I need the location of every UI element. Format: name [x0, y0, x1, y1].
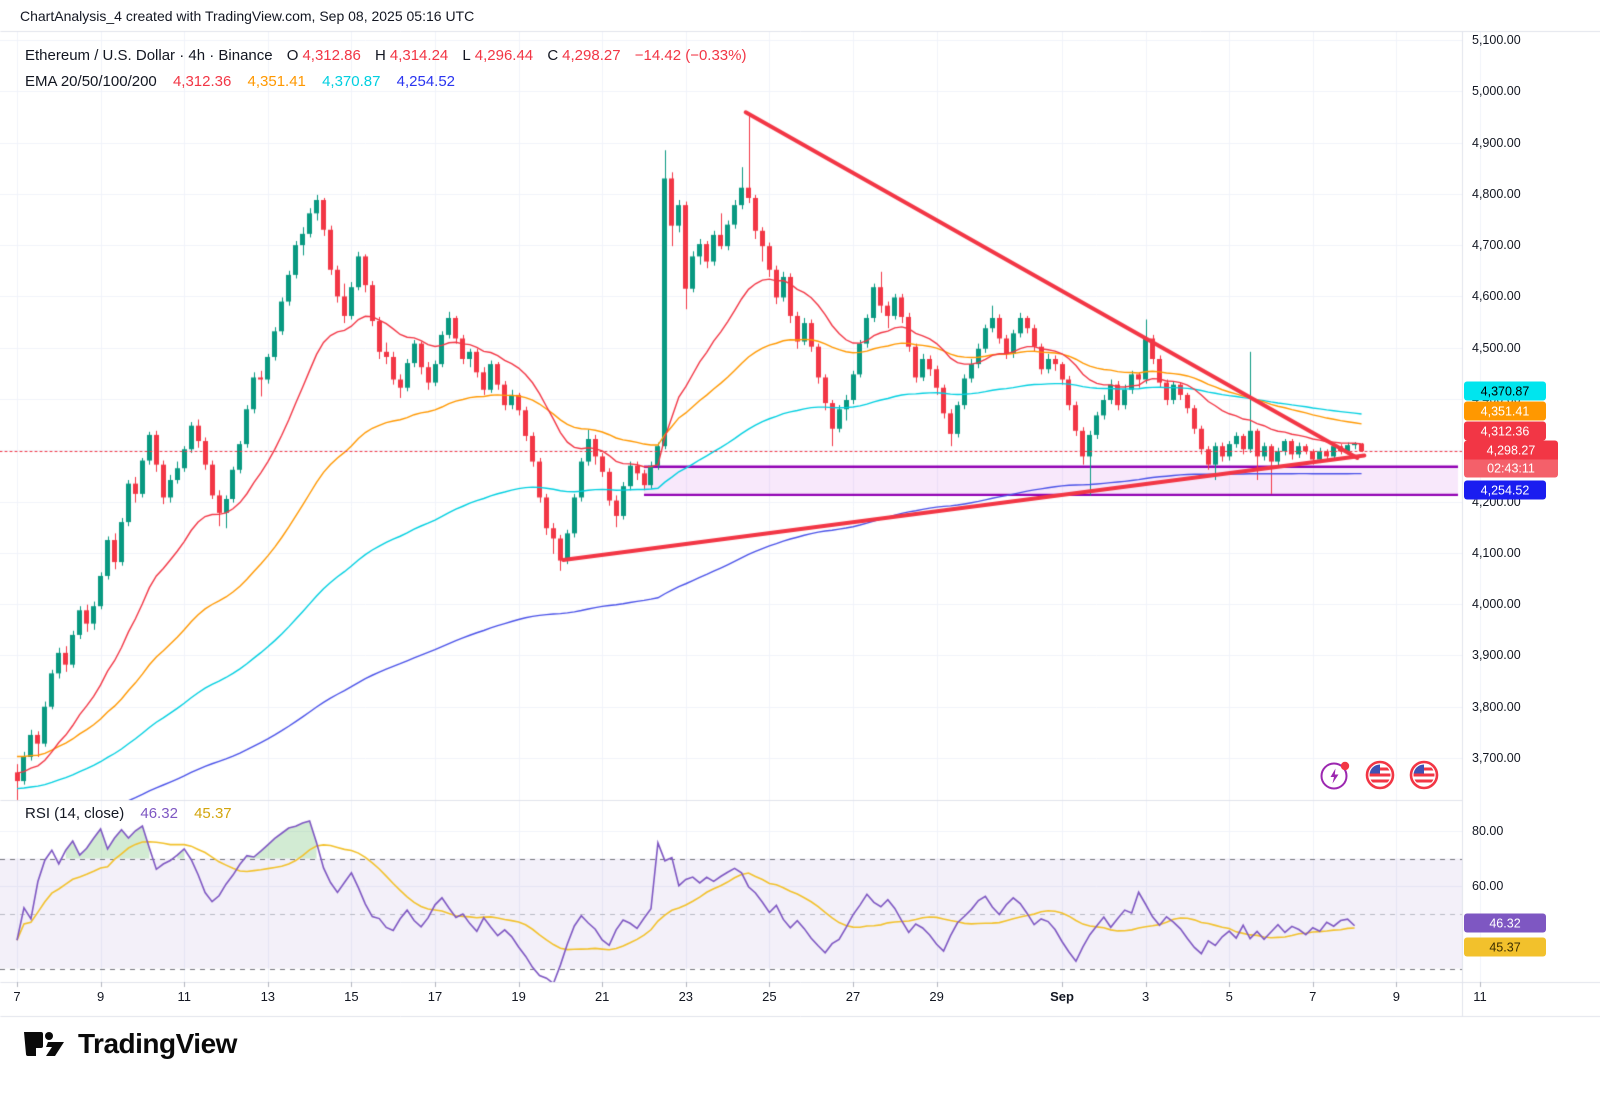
rsi-value: 46.32	[140, 805, 178, 822]
us-flag-event-icon[interactable]	[1364, 759, 1396, 791]
change-value: −14.42 (−0.33%)	[634, 47, 747, 64]
price-axis-label: 4,800.00	[1472, 186, 1521, 201]
price-axis-label: 5,100.00	[1472, 33, 1521, 47]
time-axis-label: 27	[845, 989, 861, 1004]
chart-title-bar: ChartAnalysis_4 created with TradingView…	[20, 8, 474, 24]
high-label: H	[375, 47, 386, 64]
rsi-ma-value-chip: 45.37	[1464, 937, 1546, 957]
time-axis-label: 29	[929, 989, 944, 1004]
open-value: 4,312.86	[302, 47, 361, 64]
time-axis-label: 21	[594, 989, 610, 1004]
low-value: 4,296.44	[474, 47, 534, 64]
price-axis-label: 5,000.00	[1472, 84, 1521, 99]
ema-legend-label[interactable]: EMA 20/50/100/200	[25, 73, 157, 90]
open-label: O	[286, 47, 299, 64]
flash-indicator-icon[interactable]	[1318, 758, 1352, 792]
rsi-ma-value: 45.37	[194, 805, 232, 822]
last-price-chip: 4,298.27 02:43:11	[1464, 440, 1558, 478]
time-axis-label: 9	[1392, 989, 1401, 1004]
time-axis-label: 9	[96, 989, 105, 1004]
rsi-axis-label: 60.00	[1472, 879, 1504, 893]
pane-status-icons[interactable]	[1318, 758, 1440, 792]
price-axis-label: 4,500.00	[1472, 340, 1521, 355]
time-axis-label: 15	[344, 989, 359, 1004]
time-axis-label: Sep	[1050, 989, 1074, 1004]
ema200-value: 4,254.52	[396, 73, 456, 90]
ema100-price-chip: 4,370.87	[1464, 381, 1546, 401]
rsi-legend-label[interactable]: RSI (14, close)	[25, 805, 125, 822]
ema50-price-chip: 4,351.41	[1464, 401, 1546, 421]
close-value: 4,298.27	[562, 47, 621, 64]
time-axis-label: 11	[1473, 989, 1487, 1004]
us-flag-event-icon[interactable]	[1408, 759, 1440, 791]
price-axis-label: 4,900.00	[1472, 135, 1521, 150]
time-axis-label: 19	[511, 989, 526, 1004]
ema200-price-chip: 4,254.52	[1464, 480, 1546, 500]
time-axis-label: 5	[1225, 989, 1233, 1004]
time-axis-label: 3	[1141, 989, 1150, 1004]
rsi-value-chip: 46.32	[1464, 913, 1546, 933]
title-text: ChartAnalysis_4 created with TradingView…	[20, 8, 475, 24]
close-label: C	[547, 47, 559, 64]
ema-legend[interactable]: EMA 20/50/100/200 4,312.36 4,351.41 4,37…	[25, 73, 459, 90]
price-axis[interactable]: 5,100.00 5,000.00 4,900.00 4,800.00 4,700.00…	[1462, 31, 1600, 1016]
tradingview-logo-text: TradingView	[78, 1028, 237, 1059]
price-axis-label: 3,900.00	[1472, 648, 1521, 663]
price-axis-label: 4,700.00	[1472, 238, 1521, 253]
low-label: L	[462, 47, 471, 64]
time-axis-label: 7	[1309, 989, 1317, 1004]
time-axis-label: 23	[678, 989, 694, 1004]
rsi-legend[interactable]: RSI (14, close) 46.32 45.37	[25, 805, 236, 822]
rsi-axis-label: 80.00	[1472, 824, 1504, 838]
ema50-value: 4,351.41	[247, 73, 306, 90]
time-axis-label: 25	[762, 989, 777, 1004]
ema20-value: 4,312.36	[172, 73, 232, 90]
ema20-price-chip: 4,312.36	[1464, 421, 1546, 441]
high-value: 4,314.24	[389, 47, 449, 64]
price-axis-label: 4,600.00	[1472, 289, 1521, 304]
tradingview-logo[interactable]: TradingView	[22, 1028, 237, 1060]
tradingview-logo-icon	[24, 1032, 64, 1056]
price-axis-label: 3,800.00	[1472, 699, 1521, 714]
price-axis-label: 4,100.00	[1472, 545, 1521, 560]
time-axis-label: 11	[177, 989, 191, 1004]
symbol-title[interactable]: Ethereum / U.S. Dollar · 4h · Binance	[25, 47, 273, 64]
countdown-timer: 02:43:11	[1464, 459, 1558, 478]
ema100-value: 4,370.87	[322, 73, 381, 90]
price-axis-label: 3,700.00	[1472, 751, 1521, 765]
time-axis-label: 17	[427, 989, 443, 1004]
time-axis-label: 7	[13, 989, 21, 1004]
price-axis-label: 4,000.00	[1472, 597, 1521, 612]
time-axis-label: 13	[260, 989, 276, 1004]
